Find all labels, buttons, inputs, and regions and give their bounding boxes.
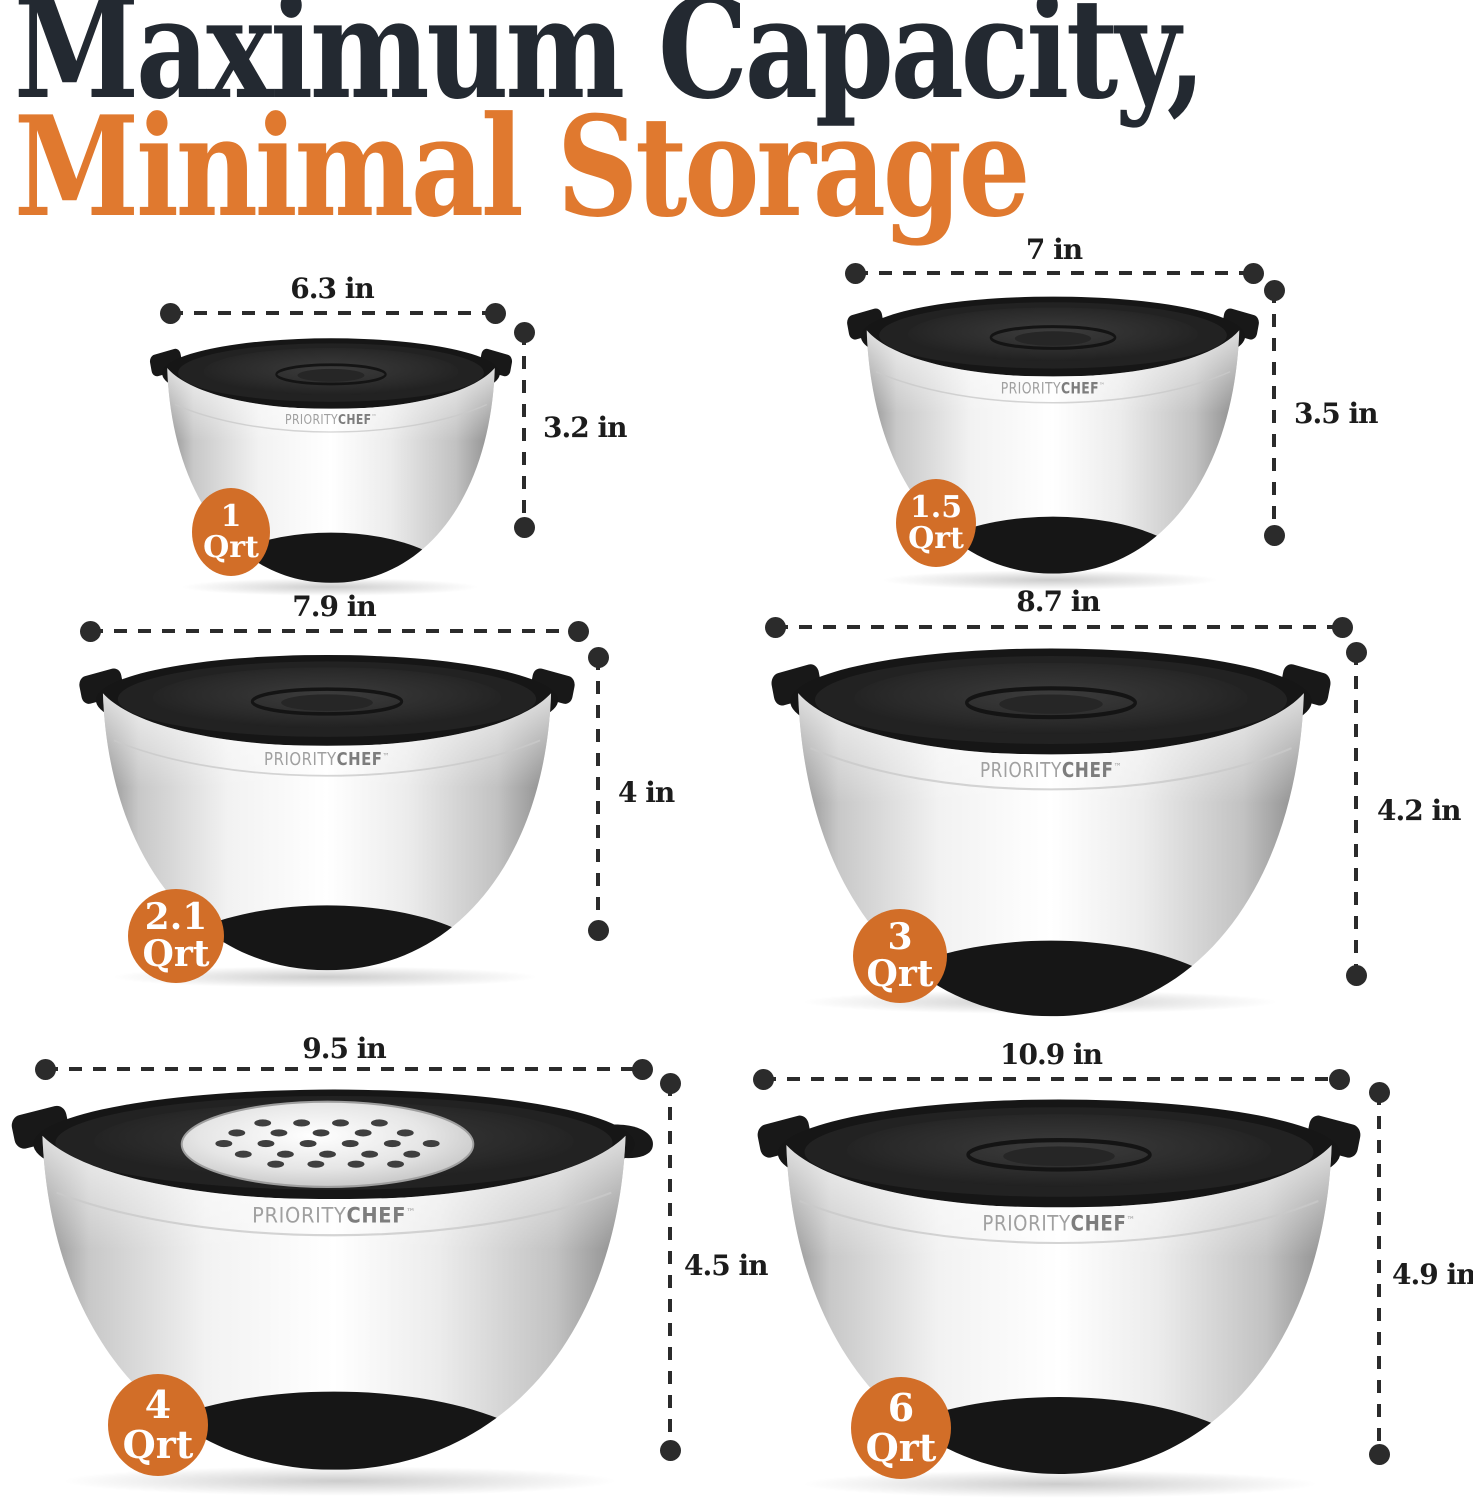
width-dimension-line [763,1077,1339,1081]
dimension-endpoint-dot [80,621,101,642]
height-dimension-line [1377,1092,1381,1454]
height-dimension-line [522,332,526,527]
dimension-endpoint-dot [1332,617,1353,638]
width-dimension-line [170,311,495,315]
bowl-lid [162,338,500,409]
bowl-shadow [880,570,1220,590]
capacity-value: 4 [144,1382,172,1428]
bowl-lid [95,654,559,746]
capacity-value: 3 [887,915,913,958]
dimension-endpoint-dot [588,920,609,941]
width-dimension-line [45,1067,642,1071]
dimension-endpoint-dot [1346,642,1367,663]
bowl-lid [33,1089,635,1200]
dimension-endpoint-dot [1346,965,1367,986]
height-dimension-line [596,657,600,930]
capacity-unit: Qrt [908,521,964,556]
height-dimension-line [1354,652,1358,975]
bowl-figure-6qrt: PRIORITYCHEF™ [757,1099,1361,1474]
capacity-unit: Qrt [203,530,259,565]
capacity-badge: 1 Qrt [192,488,270,576]
width-dimension-label: 7 in [1025,233,1083,266]
bowl-figure-2-1qrt: PRIORITYCHEF™ [79,654,575,971]
nonslip-base [848,940,1254,1017]
capacity-value: 1.5 [909,489,963,525]
dimension-endpoint-dot [660,1440,681,1461]
dimension-endpoint-dot [160,303,181,324]
width-dimension-label: 7.9 in [292,590,376,623]
capacity-unit: Qrt [866,953,934,995]
brand-logo: PRIORITYCHEF™ [264,749,390,770]
brand-logo: PRIORITYCHEF™ [285,410,377,427]
bowl-figure-1qrt: PRIORITYCHEF™ [149,338,513,583]
bowl-figure-3qrt: PRIORITYCHEF™ [771,648,1331,1017]
bowl-lid [860,296,1246,377]
bowl-lid [777,1099,1341,1208]
width-dimension-label: 6.3 in [290,272,374,305]
grater-icon [180,1100,475,1188]
capacity-badge: 3 Qrt [853,909,947,1003]
width-dimension-line [855,271,1253,275]
nonslip-base [840,1397,1278,1474]
capacity-unit: Qrt [142,933,210,975]
dimension-endpoint-dot [753,1069,774,1090]
width-dimension-label: 9.5 in [302,1032,386,1065]
capacity-badge: 4 Qrt [108,1374,208,1476]
height-dimension-label: 3.2 in [543,411,627,444]
width-dimension-label: 8.7 in [1016,585,1100,618]
width-dimension-label: 10.9 in [1000,1038,1103,1071]
nonslip-base [147,905,507,971]
capacity-badge: 6 Qrt [851,1377,951,1479]
height-dimension-label: 4.2 in [1377,794,1461,827]
capacity-badge: 2.1 Qrt [128,889,224,983]
dimension-endpoint-dot [632,1059,653,1080]
dimension-endpoint-dot [1369,1082,1390,1103]
dimension-endpoint-dot [485,303,506,324]
nonslip-base [903,516,1203,574]
bowl-shadow [180,578,480,596]
nonslip-base [199,532,463,583]
dimension-endpoint-dot [845,263,866,284]
height-dimension-line [1272,290,1276,535]
capacity-unit: Qrt [122,1422,194,1467]
capacity-value: 1 [220,498,242,534]
capacity-badge: 1.5 Qrt [896,479,976,567]
width-dimension-line [90,629,578,633]
dimension-endpoint-dot [514,322,535,343]
height-dimension-label: 4.5 in [684,1249,768,1282]
width-dimension-line [775,625,1342,629]
dimension-endpoint-dot [514,517,535,538]
brand-logo: PRIORITYCHEF™ [252,1203,416,1228]
page-title-line1: Maximum Capacity, [14,0,1206,130]
bowl-figure-4qrt: PRIORITYCHEF™ [11,1089,653,1470]
bowl-lid [790,648,1312,755]
height-dimension-label: 3.5 in [1294,397,1378,430]
dimension-endpoint-dot [35,1059,56,1080]
dimension-endpoint-dot [568,621,589,642]
capacity-value: 6 [887,1385,915,1431]
dimension-endpoint-dot [1329,1069,1350,1090]
dimension-endpoint-dot [588,647,609,668]
dimension-endpoint-dot [1264,280,1285,301]
height-dimension-label: 4.9 in [1392,1258,1473,1291]
dimension-endpoint-dot [1264,525,1285,546]
dimension-endpoint-dot [660,1073,681,1094]
dimension-endpoint-dot [765,617,786,638]
capacity-unit: Qrt [865,1425,937,1470]
height-dimension-label: 4 in [618,776,675,809]
brand-logo: PRIORITYCHEF™ [1001,380,1106,398]
dimension-endpoint-dot [1369,1444,1390,1465]
brand-logo: PRIORITYCHEF™ [980,759,1122,782]
dimension-endpoint-dot [1243,263,1264,284]
nonslip-base [100,1391,568,1470]
capacity-value: 2.1 [144,895,208,938]
brand-logo: PRIORITYCHEF™ [982,1211,1135,1236]
bowl-shadow [110,966,540,988]
height-dimension-line [668,1083,672,1450]
page-title-line2: Minimal Storage [14,85,1031,248]
